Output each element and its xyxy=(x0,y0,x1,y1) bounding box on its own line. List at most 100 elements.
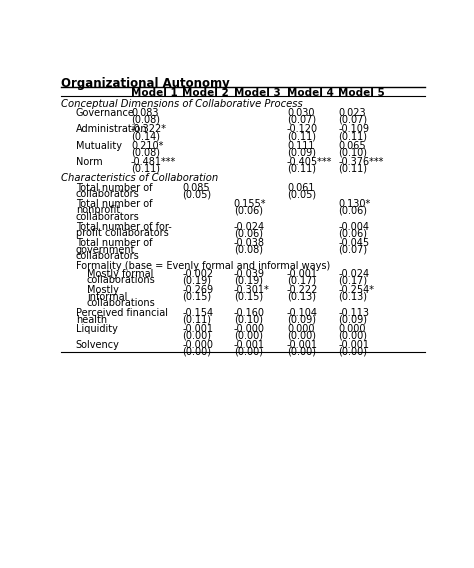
Text: -0.113: -0.113 xyxy=(338,308,369,318)
Text: 0.061: 0.061 xyxy=(287,182,315,193)
Text: collaborators: collaborators xyxy=(76,252,139,261)
Text: (0.08): (0.08) xyxy=(131,147,160,157)
Text: nonprofit: nonprofit xyxy=(76,206,120,215)
Text: -0.000: -0.000 xyxy=(182,340,213,350)
Text: -0.038: -0.038 xyxy=(234,238,265,248)
Text: (0.00): (0.00) xyxy=(182,331,211,341)
Text: (0.00): (0.00) xyxy=(338,347,367,357)
Text: Total number of: Total number of xyxy=(76,199,152,208)
Text: Norm: Norm xyxy=(76,157,102,167)
Text: 0.130*: 0.130* xyxy=(338,199,371,208)
Text: Administration: Administration xyxy=(76,124,147,135)
Text: (0.00): (0.00) xyxy=(182,347,211,357)
Text: -0.024: -0.024 xyxy=(234,222,265,232)
Text: (0.13): (0.13) xyxy=(287,291,316,302)
Text: -0.120: -0.120 xyxy=(287,124,318,135)
Text: (0.07): (0.07) xyxy=(287,115,316,125)
Text: (0.11): (0.11) xyxy=(338,131,367,141)
Text: (0.09): (0.09) xyxy=(287,147,316,157)
Text: (0.07): (0.07) xyxy=(338,115,367,125)
Text: Total number of for-: Total number of for- xyxy=(76,222,172,232)
Text: (0.13): (0.13) xyxy=(338,291,367,302)
Text: -0.024: -0.024 xyxy=(338,269,370,279)
Text: -0.001: -0.001 xyxy=(287,340,318,350)
Text: Organizational Autonomy: Organizational Autonomy xyxy=(61,77,230,90)
Text: collaborations: collaborations xyxy=(87,275,155,286)
Text: collaborations: collaborations xyxy=(87,298,155,308)
Text: 0.085: 0.085 xyxy=(182,182,210,193)
Text: Total number of: Total number of xyxy=(76,182,152,193)
Text: (0.00): (0.00) xyxy=(287,331,316,341)
Text: -0.001: -0.001 xyxy=(234,340,265,350)
Text: (0.05): (0.05) xyxy=(182,189,211,199)
Text: (0.11): (0.11) xyxy=(287,131,316,141)
Text: (0.06): (0.06) xyxy=(338,206,367,215)
Text: (0.19): (0.19) xyxy=(182,275,211,286)
Text: government: government xyxy=(76,245,135,254)
Text: -0.104: -0.104 xyxy=(287,308,318,318)
Text: -0.001: -0.001 xyxy=(287,269,318,279)
Text: (0.00): (0.00) xyxy=(234,347,263,357)
Text: Conceptual Dimensions of Collaborative Process: Conceptual Dimensions of Collaborative P… xyxy=(61,99,303,108)
Text: (0.19): (0.19) xyxy=(234,275,263,286)
Text: (0.09): (0.09) xyxy=(287,315,316,325)
Text: -0.109: -0.109 xyxy=(338,124,369,135)
Text: collaborators: collaborators xyxy=(76,212,139,222)
Text: (0.06): (0.06) xyxy=(234,206,263,215)
Text: -0.376***: -0.376*** xyxy=(338,157,384,167)
Text: (0.14): (0.14) xyxy=(131,131,160,141)
Text: (0.11): (0.11) xyxy=(287,164,316,173)
Text: -0.001: -0.001 xyxy=(182,324,213,334)
Text: Perceived financial: Perceived financial xyxy=(76,308,168,318)
Text: Model 5: Model 5 xyxy=(338,88,385,98)
Text: (0.15): (0.15) xyxy=(234,291,263,302)
Text: 0.023: 0.023 xyxy=(338,108,366,118)
Text: -0.160: -0.160 xyxy=(234,308,265,318)
Text: Governance: Governance xyxy=(76,108,135,118)
Text: -0.301*: -0.301* xyxy=(234,285,270,295)
Text: (0.06): (0.06) xyxy=(338,228,367,239)
Text: -0.254*: -0.254* xyxy=(338,285,374,295)
Text: health: health xyxy=(76,315,107,325)
Text: collaborators: collaborators xyxy=(76,189,139,199)
Text: Formality (base = Evenly formal and informal ways): Formality (base = Evenly formal and info… xyxy=(76,261,330,271)
Text: (0.00): (0.00) xyxy=(287,347,316,357)
Text: (0.10): (0.10) xyxy=(234,315,263,325)
Text: 0.030: 0.030 xyxy=(287,108,315,118)
Text: -0.322*: -0.322* xyxy=(131,124,167,135)
Text: Mostly formal: Mostly formal xyxy=(87,269,153,279)
Text: (0.15): (0.15) xyxy=(182,291,211,302)
Text: (0.08): (0.08) xyxy=(234,245,263,254)
Text: (0.10): (0.10) xyxy=(338,147,367,157)
Text: Liquidity: Liquidity xyxy=(76,324,118,334)
Text: (0.08): (0.08) xyxy=(131,115,160,125)
Text: 0.083: 0.083 xyxy=(131,108,158,118)
Text: profit collaborators: profit collaborators xyxy=(76,228,169,239)
Text: (0.00): (0.00) xyxy=(338,331,367,341)
Text: (0.07): (0.07) xyxy=(338,245,367,254)
Text: -0.000: -0.000 xyxy=(234,324,265,334)
Text: Solvency: Solvency xyxy=(76,340,119,350)
Text: -0.039: -0.039 xyxy=(234,269,265,279)
Text: (0.17): (0.17) xyxy=(338,275,367,286)
Text: (0.11): (0.11) xyxy=(338,164,367,173)
Text: -0.001: -0.001 xyxy=(338,340,369,350)
Text: Characteristics of Collaboration: Characteristics of Collaboration xyxy=(61,173,219,183)
Text: 0.000: 0.000 xyxy=(287,324,315,334)
Text: (0.00): (0.00) xyxy=(234,331,263,341)
Text: 0.155*: 0.155* xyxy=(234,199,266,208)
Text: (0.06): (0.06) xyxy=(234,228,263,239)
Text: 0.065: 0.065 xyxy=(338,140,366,151)
Text: -0.405***: -0.405*** xyxy=(287,157,332,167)
Text: -0.045: -0.045 xyxy=(338,238,370,248)
Text: -0.481***: -0.481*** xyxy=(131,157,176,167)
Text: (0.11): (0.11) xyxy=(182,315,211,325)
Text: -0.154: -0.154 xyxy=(182,308,213,318)
Text: Model 3: Model 3 xyxy=(234,88,281,98)
Text: 0.000: 0.000 xyxy=(338,324,366,334)
Text: Model 1: Model 1 xyxy=(131,88,178,98)
Text: -0.222: -0.222 xyxy=(287,285,319,295)
Text: Model 4: Model 4 xyxy=(287,88,334,98)
Text: Mutuality: Mutuality xyxy=(76,140,122,151)
Text: Model 2: Model 2 xyxy=(182,88,229,98)
